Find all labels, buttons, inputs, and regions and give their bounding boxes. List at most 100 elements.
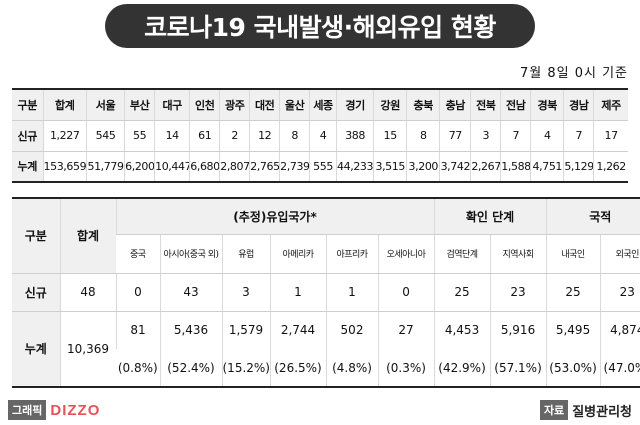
table-cell: 7 <box>563 120 594 152</box>
brand-logo: DIZZO <box>50 401 101 419</box>
row-label: 신규 <box>12 120 43 152</box>
table-cell: 7 <box>500 120 531 152</box>
table-cell: 15 <box>373 120 407 152</box>
column-header: 강원 <box>373 89 407 121</box>
table-cell: 3 <box>470 120 501 152</box>
table-cell: 1,262 <box>593 151 628 182</box>
source-label: 자료 <box>539 400 569 420</box>
table-cell: 2,267 <box>470 151 501 182</box>
percent-cell: (57.1%) <box>489 349 547 387</box>
graphic-label: 그래픽 <box>8 400 47 420</box>
table-cell: 2 <box>219 120 250 152</box>
table-cell: 545 <box>85 120 125 152</box>
table-cell: 43 <box>159 273 222 312</box>
subheader: 중국 <box>116 234 160 274</box>
table-cell: 23 <box>489 273 547 312</box>
column-header: 대전 <box>249 89 280 121</box>
table-cell: 0 <box>377 273 435 312</box>
table-cell: 77 <box>439 120 471 152</box>
column-header: 광주 <box>219 89 250 121</box>
table-cell: 10,369 <box>59 311 116 387</box>
table-cell: 5,129 <box>563 151 594 182</box>
table-cell: 12 <box>249 120 280 152</box>
table-cell: 502 <box>325 311 378 349</box>
subheader: 검역단계 <box>433 234 491 274</box>
table-cell: 1,588 <box>500 151 531 182</box>
table-cell: 1,579 <box>221 311 270 349</box>
column-header: 제주 <box>593 89 628 121</box>
table-cell: 1,227 <box>42 120 87 152</box>
table-cell: 5,495 <box>545 311 601 349</box>
source-credit: 자료 질병관리청 <box>539 400 632 420</box>
column-header: 인천 <box>189 89 220 121</box>
table-cell: 2,739 <box>279 151 310 182</box>
column-header: 대구 <box>154 89 190 121</box>
table-cell: 25 <box>545 273 601 312</box>
group-header-nationality: 국적 <box>545 198 640 235</box>
table-cell: 17 <box>593 120 628 152</box>
percent-cell: (0.8%) <box>117 360 158 375</box>
table-cell: 14 <box>154 120 190 152</box>
table-cell: 25 <box>433 273 491 312</box>
table-cell: 4 <box>309 120 337 152</box>
percent-cell: (52.4%) <box>159 349 222 387</box>
table-cell: 2,744 <box>269 311 326 349</box>
row-label: 누계 <box>12 311 60 387</box>
domestic-cases-table: 구분 합계 서울 부산 대구 인천 광주 대전 울산 세종 경기 강원 충북 충… <box>12 88 628 183</box>
table-cell: 3,742 <box>439 151 471 182</box>
table-cell: 48 <box>59 273 116 312</box>
overseas-cases-table: 구분 합계 (추정)유입국가* 확인 단계 국적 중국 아시아(중국 외) 유럽… <box>12 197 640 388</box>
subheader: 아메리카 <box>269 234 326 274</box>
subheader: 아시아(중국 외) <box>159 234 222 274</box>
percent-cell: (26.5%) <box>269 349 326 387</box>
table-row-percent: (0.8%) (52.4%) (15.2%) (26.5%) (4.8%) (0… <box>12 349 640 387</box>
subheader: 외국인 <box>599 234 640 274</box>
table-cell: 0 <box>115 273 160 312</box>
column-header: 울산 <box>279 89 310 121</box>
column-header: 서울 <box>85 89 125 121</box>
column-header: 전남 <box>500 89 531 121</box>
table-cell: 2,807 <box>219 151 250 182</box>
table-cell: 23 <box>599 273 640 312</box>
table-cell: 1 <box>325 273 378 312</box>
table-cell: 3,515 <box>373 151 407 182</box>
column-header: 합계 <box>42 89 87 121</box>
table-cell: 44,233 <box>335 151 374 182</box>
table-cell: 51,779 <box>85 151 125 182</box>
table-cell: 10,447 <box>154 151 190 182</box>
table-cell: 4,453 <box>433 311 491 349</box>
table-cell: 388 <box>335 120 374 152</box>
table-cell: 2,765 <box>249 151 280 182</box>
column-header: 구분 <box>12 198 60 274</box>
column-header: 경남 <box>563 89 594 121</box>
table-cell: 27 <box>377 311 435 349</box>
column-header: 충남 <box>439 89 471 121</box>
page-title: 코로나19 국내발생·해외유입 현황 <box>105 4 535 48</box>
overseas-subheader-row: 중국 아시아(중국 외) 유럽 아메리카 아프리카 오세아니아 검역단계 지역사… <box>12 234 640 274</box>
table-row: 누계 10,369 81 5,436 1,579 2,744 502 27 4,… <box>12 311 640 387</box>
table-cell: 3 <box>221 273 270 312</box>
table-cell: 555 <box>309 151 337 182</box>
source-name: 질병관리청 <box>572 404 632 420</box>
subheader: 지역사회 <box>489 234 547 274</box>
table-cell: 81 <box>115 311 160 349</box>
column-header: 경기 <box>335 89 374 121</box>
table-cell: 153,659 <box>42 151 87 182</box>
column-header: 경북 <box>530 89 564 121</box>
table-cell: 5,436 <box>159 311 222 349</box>
table-cell: 3,200 <box>406 151 440 182</box>
graphic-credit: 그래픽 DIZZO <box>8 400 100 420</box>
percent-cell: (47.0%) <box>599 349 640 387</box>
table-cell: 8 <box>406 120 440 152</box>
column-header: 전북 <box>470 89 501 121</box>
column-header: 충북 <box>406 89 440 121</box>
group-header-confirm: 확인 단계 <box>433 198 547 235</box>
percent-cell: (0.3%) <box>377 349 435 387</box>
table-cell: 4,874 <box>599 311 640 349</box>
subheader: 아프리카 <box>325 234 378 274</box>
row-label: 누계 <box>12 151 43 182</box>
domestic-header-row: 구분 합계 서울 부산 대구 인천 광주 대전 울산 세종 경기 강원 충북 충… <box>12 89 628 121</box>
table-cell: 4,751 <box>530 151 564 182</box>
subheader: 유럽 <box>221 234 270 274</box>
column-header: 구분 <box>12 89 43 121</box>
